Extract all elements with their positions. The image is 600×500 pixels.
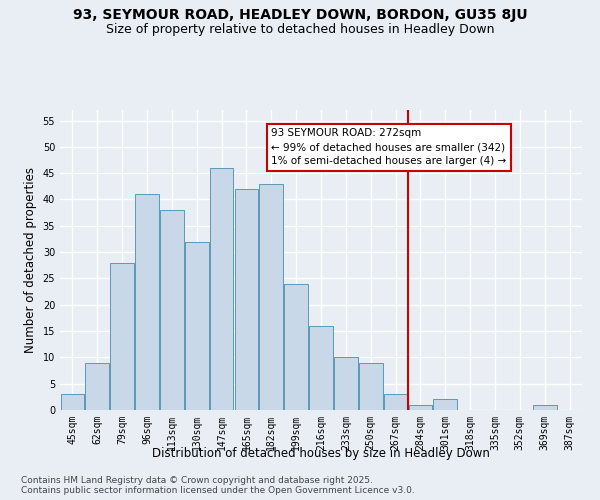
Y-axis label: Number of detached properties: Number of detached properties: [24, 167, 37, 353]
Bar: [309, 326, 333, 410]
Bar: [433, 400, 457, 410]
Bar: [110, 262, 134, 410]
Text: 93, SEYMOUR ROAD, HEADLEY DOWN, BORDON, GU35 8JU: 93, SEYMOUR ROAD, HEADLEY DOWN, BORDON, …: [73, 8, 527, 22]
Bar: [235, 189, 258, 410]
Bar: [359, 362, 383, 410]
Text: Contains HM Land Registry data © Crown copyright and database right 2025.
Contai: Contains HM Land Registry data © Crown c…: [21, 476, 415, 495]
Bar: [259, 184, 283, 410]
Text: 93 SEYMOUR ROAD: 272sqm
← 99% of detached houses are smaller (342)
1% of semi-de: 93 SEYMOUR ROAD: 272sqm ← 99% of detache…: [271, 128, 506, 166]
Text: Distribution of detached houses by size in Headley Down: Distribution of detached houses by size …: [152, 448, 490, 460]
Bar: [135, 194, 159, 410]
Bar: [284, 284, 308, 410]
Bar: [334, 358, 358, 410]
Bar: [384, 394, 407, 410]
Bar: [210, 168, 233, 410]
Bar: [160, 210, 184, 410]
Bar: [533, 404, 557, 410]
Bar: [409, 404, 432, 410]
Text: Size of property relative to detached houses in Headley Down: Size of property relative to detached ho…: [106, 22, 494, 36]
Bar: [185, 242, 209, 410]
Bar: [85, 362, 109, 410]
Bar: [61, 394, 84, 410]
